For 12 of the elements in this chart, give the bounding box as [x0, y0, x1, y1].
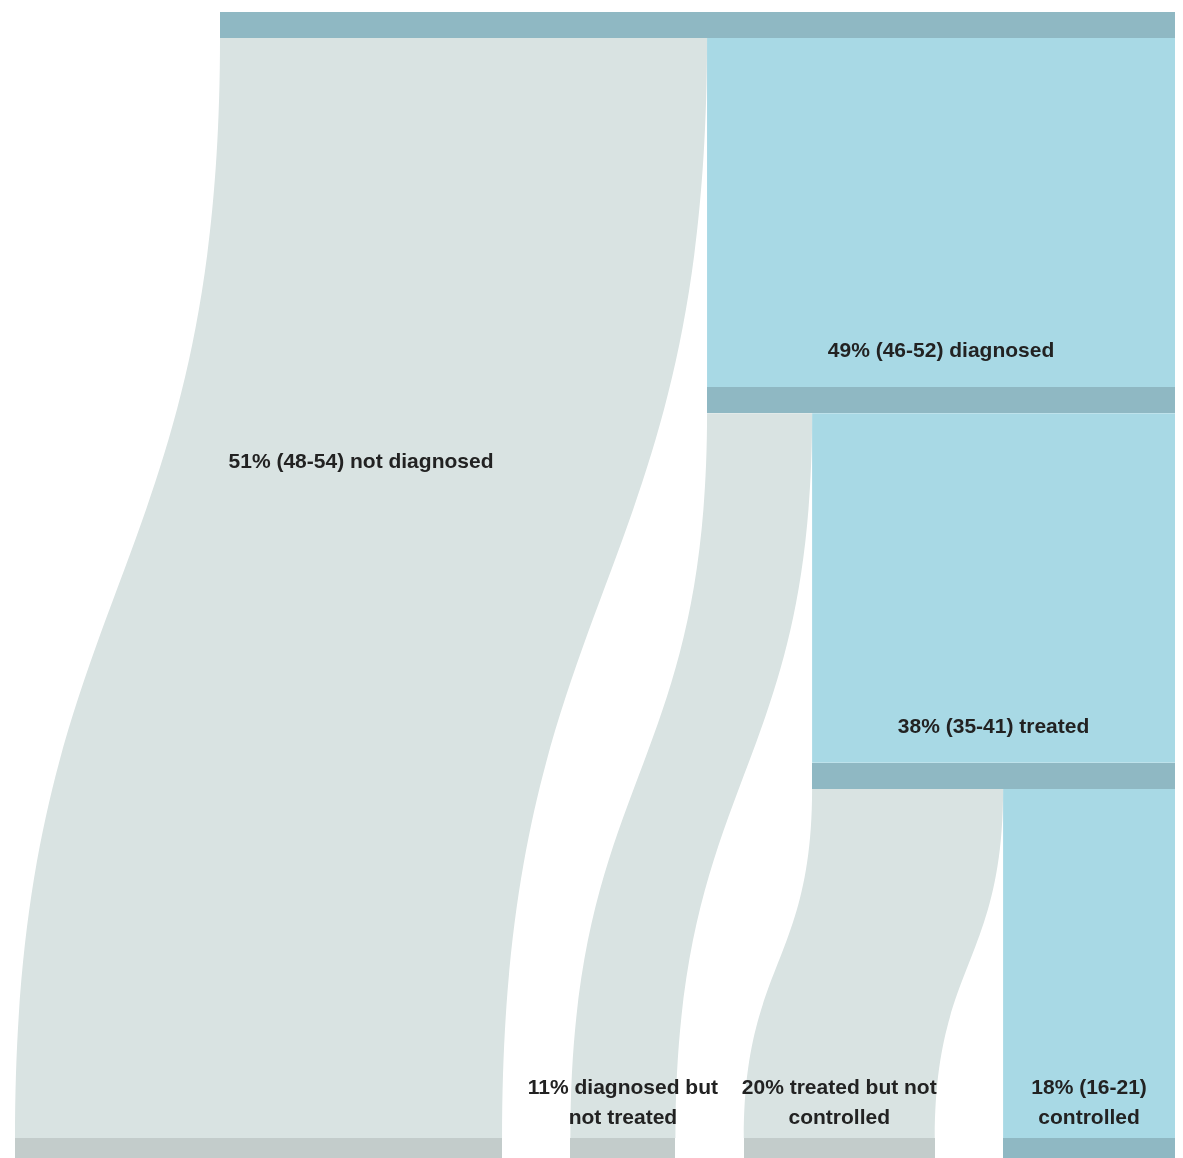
category-label: not diagnosed: [349, 449, 494, 472]
data-label: 18% (16-21): [1031, 1075, 1147, 1098]
category-label: treated but not controlled: [788, 1075, 937, 1128]
data-label: 38% (35-41): [897, 713, 1014, 737]
data-label: 51% (48-54): [228, 449, 345, 472]
data-label: 11%: [527, 1075, 570, 1098]
category-label: controlled: [1038, 1105, 1140, 1128]
category-label: treated: [1019, 713, 1090, 737]
category-label: diagnosed but not treated: [568, 1075, 719, 1128]
category-label: diagnosed: [949, 338, 1055, 362]
data-label: 49% (46-52): [827, 338, 944, 362]
data-label: 20%: [741, 1075, 785, 1098]
